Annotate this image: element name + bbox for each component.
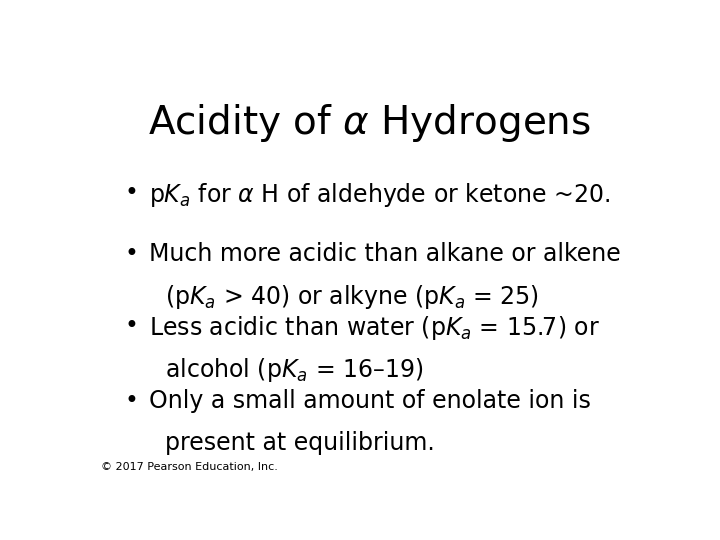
Text: Acidity of $\mathit{\alpha}$ Hydrogens: Acidity of $\mathit{\alpha}$ Hydrogens [148,102,590,144]
Text: present at equilibrium.: present at equilibrium. [166,431,435,455]
Text: •: • [125,181,139,205]
Text: © 2017 Pearson Education, Inc.: © 2017 Pearson Education, Inc. [101,462,278,472]
Text: Less acidic than water (p$\mathit{K}_a$ = 15.7) or: Less acidic than water (p$\mathit{K}_a$ … [148,314,600,342]
Text: (p$\mathit{K}_a$ > 40) or alkyne (p$\mathit{K}_a$ = 25): (p$\mathit{K}_a$ > 40) or alkyne (p$\mat… [166,283,539,311]
Text: •: • [125,241,139,266]
Text: Much more acidic than alkane or alkene: Much more acidic than alkane or alkene [148,241,621,266]
Text: p$\mathit{K}_a$ for $\mathit{\alpha}$ H of aldehyde or ketone ~20.: p$\mathit{K}_a$ for $\mathit{\alpha}$ H … [148,181,610,209]
Text: •: • [125,389,139,413]
Text: Only a small amount of enolate ion is: Only a small amount of enolate ion is [148,389,590,413]
Text: alcohol (p$\mathit{K}_a$ = 16–19): alcohol (p$\mathit{K}_a$ = 16–19) [166,356,423,384]
Text: •: • [125,314,139,338]
